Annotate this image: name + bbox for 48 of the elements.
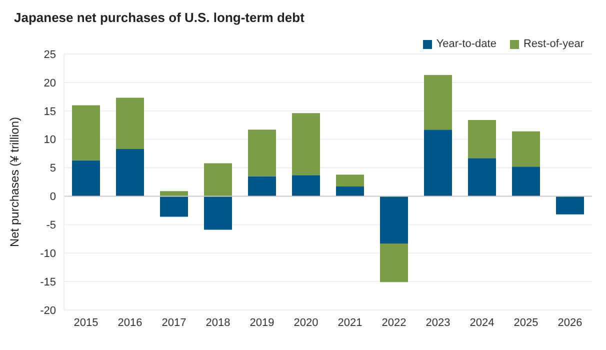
x-tick-label: 2015 <box>74 316 98 329</box>
y-tick-label: -15 <box>40 276 56 288</box>
bar <box>248 176 276 196</box>
bar <box>116 149 144 196</box>
x-tick-label: 2026 <box>558 316 582 329</box>
x-tick-label: 2021 <box>338 316 362 329</box>
bar <box>336 174 364 187</box>
x-tick-label: 2018 <box>206 316 230 329</box>
bar <box>424 75 452 130</box>
bar <box>204 196 232 230</box>
bar <box>116 98 144 150</box>
bar <box>336 186 364 196</box>
x-tick-label: 2019 <box>250 316 274 329</box>
bar <box>248 130 276 176</box>
x-tick-label: 2022 <box>382 316 406 329</box>
y-tick-label: 15 <box>44 106 56 118</box>
y-tick-label: -20 <box>40 304 56 317</box>
bar <box>380 196 408 244</box>
bar <box>72 160 100 196</box>
x-tick-label: 2017 <box>162 316 186 329</box>
bar <box>160 196 188 217</box>
bar <box>72 105 100 160</box>
bar <box>468 158 496 196</box>
y-tick-label: 5 <box>50 162 56 175</box>
x-tick-label: 2016 <box>118 316 142 329</box>
legend-label: Rest-of-year <box>522 38 584 50</box>
y-tick-label: 10 <box>44 134 56 146</box>
bar <box>292 113 320 176</box>
x-tick-label: 2025 <box>514 316 538 329</box>
y-tick-label: -5 <box>46 220 56 232</box>
x-tick-label: 2024 <box>470 316 494 329</box>
y-tick-label: 20 <box>44 77 56 90</box>
bar <box>380 243 408 282</box>
bar <box>204 163 232 196</box>
bar <box>512 131 540 167</box>
y-tick-label: -10 <box>40 248 56 260</box>
bar <box>512 166 540 196</box>
x-tick-label: 2023 <box>426 316 450 329</box>
bar <box>292 175 320 196</box>
bar <box>424 130 452 196</box>
y-tick-label: 0 <box>50 191 56 204</box>
bar <box>556 196 584 214</box>
chart-title: Japanese net purchases of U.S. long-term debt <box>14 10 304 25</box>
legend-label: Year-to-date <box>435 38 496 50</box>
bar <box>468 120 496 158</box>
y-axis-title: Net purchases (¥ trillion) <box>7 116 22 248</box>
x-tick-label: 2020 <box>294 316 318 329</box>
y-tick-label: 25 <box>44 48 56 61</box>
